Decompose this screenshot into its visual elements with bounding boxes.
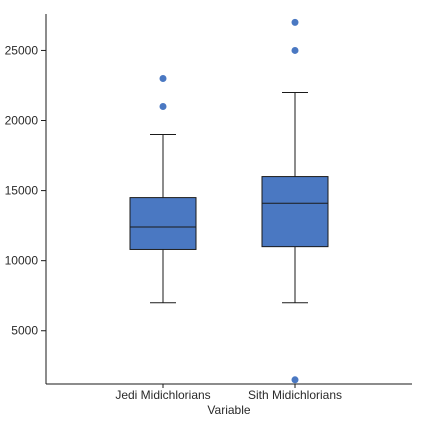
outlier-point: [291, 46, 299, 54]
box-iqr: [261, 176, 329, 248]
x-axis: Jedi Midichlorians Sith Midichlorians: [46, 383, 412, 402]
outlier-point: [159, 103, 167, 110]
y-axis: 5000 10000 15000 20000 25000: [5, 14, 47, 384]
box-group: [129, 74, 197, 304]
box-iqr: [129, 197, 197, 250]
x-tick-label: Sith Midichlorians: [248, 388, 342, 402]
outlier-point: [291, 18, 299, 26]
x-axis-title: Variable: [207, 403, 250, 417]
x-tick-label: Jedi Midichlorians: [115, 388, 210, 402]
outlier-point: [159, 74, 167, 82]
box-group: [261, 18, 329, 384]
y-tick-label: 20000: [5, 114, 39, 128]
boxes: [129, 18, 329, 384]
y-tick-label: 5000: [11, 324, 38, 338]
y-tick-label: 10000: [5, 254, 39, 268]
y-tick-label: 15000: [5, 184, 39, 198]
y-tick-label: 25000: [5, 43, 39, 57]
outlier-point: [291, 376, 299, 384]
